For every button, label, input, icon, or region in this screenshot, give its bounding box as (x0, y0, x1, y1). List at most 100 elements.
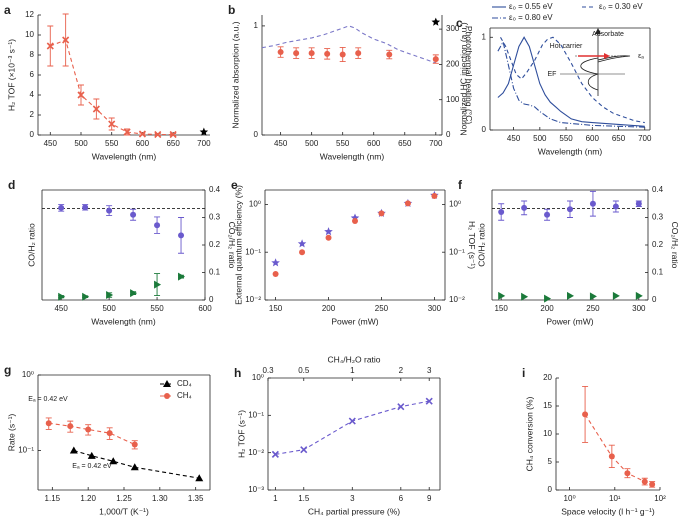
x-tick-label: 10¹ (609, 494, 621, 503)
x-axis-title: Wavelength (nm) (538, 146, 603, 156)
y-tick-label: 0 (254, 130, 259, 139)
marker (544, 211, 551, 218)
legend-label: CH₄ (177, 391, 192, 400)
x2-tick-label: 3 (427, 366, 432, 375)
y-axis-title: Rate (s⁻¹) (6, 414, 16, 452)
marker (87, 451, 96, 459)
marker (195, 474, 204, 482)
marker (324, 50, 331, 57)
marker (521, 292, 529, 301)
y-tick-label: 0 (30, 130, 35, 139)
marker (397, 403, 405, 411)
series-line (500, 36, 645, 124)
marker (431, 17, 441, 26)
marker (69, 446, 78, 454)
x2-tick-label: 0.3 (262, 366, 274, 375)
y-tick-label: 10⁰ (249, 200, 261, 209)
y-axis-title: External quantum efficiency (%) (233, 185, 243, 305)
marker (58, 204, 65, 211)
marker (348, 417, 356, 425)
marker (106, 291, 114, 300)
y2-tick-label: 0 (209, 295, 214, 304)
x-axis-title: Wavelength (nm) (320, 151, 385, 161)
marker (123, 128, 131, 136)
x-tick-label: 650 (398, 139, 412, 148)
marker (300, 446, 308, 454)
marker (567, 206, 573, 213)
y-axis-title: Normalized HC injection (a.u.) (458, 22, 468, 136)
annotation: Eₐ = 0.42 eV (72, 463, 112, 470)
x-axis-title: Power (mW) (546, 316, 593, 326)
x-tick-label: 10² (654, 494, 666, 503)
x-tick-label: 450 (54, 304, 68, 313)
x-tick-label: 550 (336, 139, 350, 148)
y2-axis-title: Photothermal heating (°C) (464, 26, 474, 125)
x-axis-title: Space velocity (l h⁻¹ g⁻¹) (561, 506, 655, 516)
marker (106, 207, 113, 214)
marker (178, 272, 186, 281)
panel-letter: i (522, 366, 525, 380)
y2-tick-label: 0 (652, 295, 657, 304)
y-tick-label: 0 (482, 125, 487, 134)
marker (82, 204, 89, 211)
marker (589, 200, 596, 207)
x-tick-label: 300 (428, 304, 442, 313)
marker (271, 258, 280, 267)
y2-tick-label: 10⁻¹ (449, 247, 465, 256)
y2-tick-label: 0.1 (209, 268, 221, 277)
marker (108, 120, 116, 128)
x-tick-label: 9 (427, 494, 432, 503)
y-tick-label: 0 (548, 485, 553, 494)
y-tick-label: 10⁰ (22, 370, 34, 379)
marker (498, 291, 506, 300)
marker (378, 210, 385, 217)
y-tick-label: 10⁻² (248, 448, 264, 457)
series-line (48, 422, 135, 446)
series-line (261, 25, 436, 64)
x-tick-label: 600 (136, 139, 150, 148)
x-tick-label: 200 (322, 304, 336, 313)
y-axis-title: H₂ TOF (s⁻¹) (236, 410, 246, 458)
y-tick-label: 10 (25, 30, 34, 39)
marker (612, 203, 619, 210)
x2-axis-title: CH₄/H₂O ratio (327, 354, 380, 364)
y-tick-label: 10⁰ (252, 373, 264, 382)
marker (404, 200, 411, 207)
x-axis-title: Wavelength (nm) (91, 316, 156, 326)
panel-letter: d (8, 178, 15, 192)
inset-arrowhead (595, 28, 601, 34)
annotation: Hot carrier (550, 43, 583, 50)
marker (425, 397, 433, 405)
marker (431, 192, 438, 199)
x-tick-label: 200 (540, 304, 554, 313)
marker (106, 430, 113, 437)
marker (130, 463, 139, 471)
x-tick-label: 1.35 (188, 494, 204, 503)
marker (521, 204, 528, 211)
annotation: εₐ (638, 53, 644, 60)
marker (567, 291, 574, 300)
series-line (497, 40, 645, 128)
legend-label: ε₀ = 0.30 eV (599, 2, 643, 11)
marker (154, 130, 162, 139)
marker (589, 292, 597, 301)
marker (308, 50, 315, 57)
x-axis-title: Power (mW) (331, 316, 378, 326)
legend-marker (164, 393, 170, 399)
y-axis-title: CO/H₂ ratio (476, 223, 486, 267)
x-tick-label: 600 (586, 134, 600, 143)
y2-tick-label: 0.4 (209, 185, 221, 194)
x-tick-label: 1.15 (45, 494, 61, 503)
marker (272, 270, 279, 277)
y-tick-label: 15 (543, 401, 552, 410)
panel-letter: b (228, 3, 235, 17)
annotation: Eₐ = 0.42 eV (28, 396, 68, 403)
marker (649, 481, 656, 488)
y-tick-label: 2 (30, 110, 35, 119)
series-line (497, 36, 645, 127)
marker (386, 51, 393, 58)
y2-tick-label: 0.3 (652, 213, 664, 222)
marker (352, 217, 358, 224)
annotation: Adsorbate (592, 31, 624, 38)
x-tick-label: 10⁰ (564, 494, 576, 503)
